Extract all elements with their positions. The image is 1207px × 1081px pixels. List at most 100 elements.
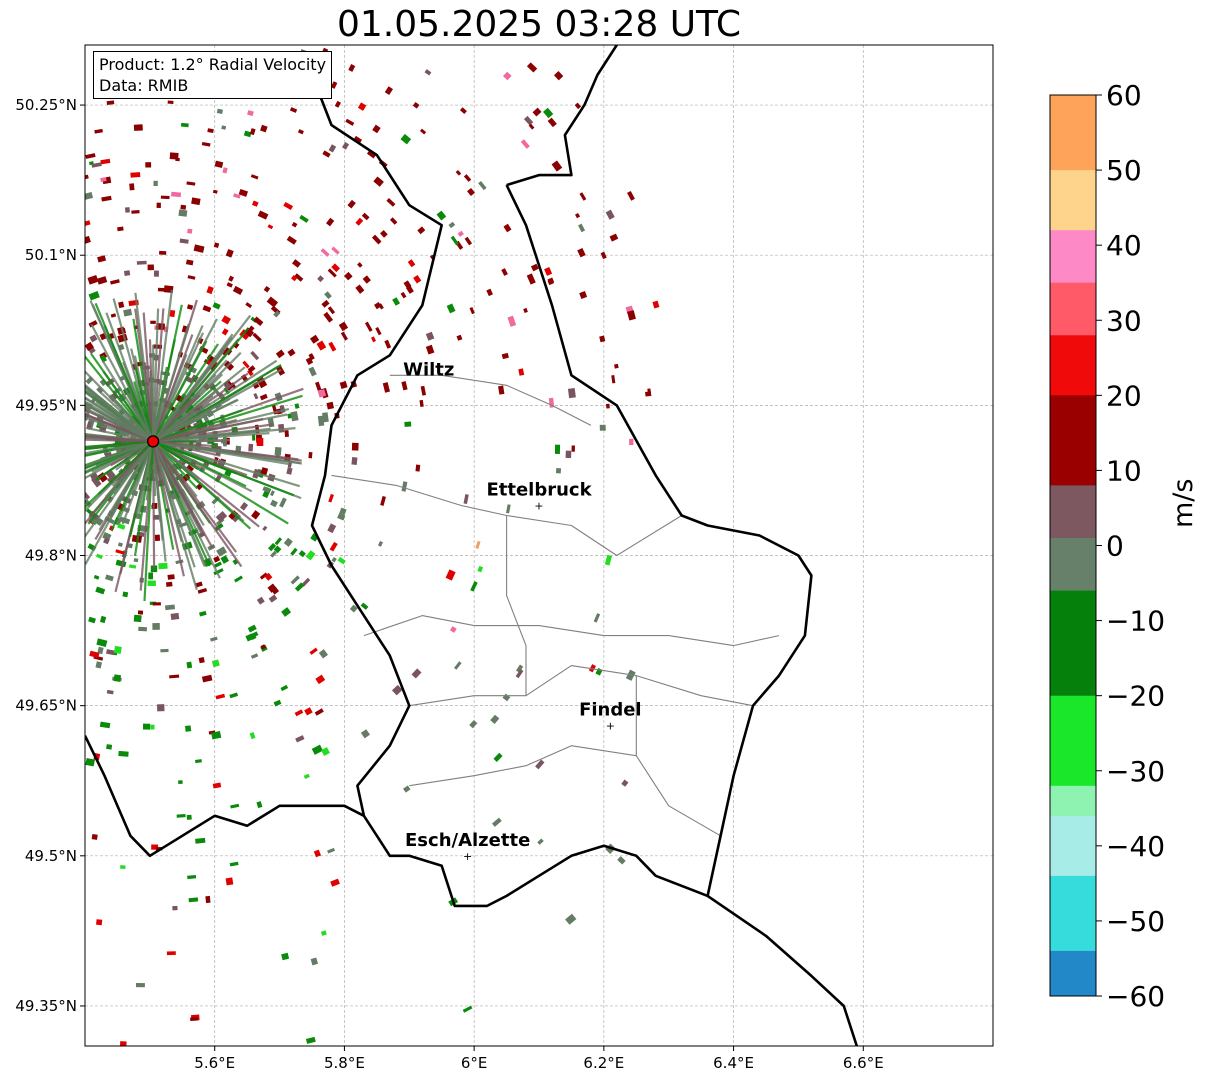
radar-echo-pixel [212, 302, 221, 310]
radar-echo-spoke [152, 441, 172, 502]
radar-echo-pixel [186, 181, 196, 186]
radar-echo-pixel [187, 875, 197, 880]
radar-echo-pixel [286, 467, 293, 475]
radar-echo-spoke [152, 334, 194, 442]
city-labels: Wiltz+Ettelbruck+Findel+Esch/Alzette [403, 359, 642, 862]
colorbar-tick-label: 0 [1106, 530, 1124, 563]
radar-echo-pixel [167, 574, 175, 580]
radar-echo-pixel [117, 226, 124, 232]
radar-echo-spoke [90, 323, 155, 442]
radar-echo-pixel [85, 153, 96, 159]
radar-echo-spoke [85, 440, 154, 539]
radar-echo-pixel [317, 415, 325, 427]
radar-echo-spoke [152, 440, 214, 550]
radar-echo-spoke [152, 440, 238, 553]
radar-echo-pixel [97, 255, 107, 263]
x-tick-label: 5.6°E [194, 1054, 235, 1072]
radar-echo-pixel [401, 481, 408, 492]
radar-echo-pixel [516, 664, 524, 673]
radar-echo-pixel [187, 228, 193, 234]
radar-echo-pixel [523, 115, 534, 126]
radar-echo-pixel [417, 226, 426, 235]
radar-echo-pixel [178, 780, 183, 785]
radar-echo-spoke [152, 441, 185, 577]
radar-echo-pixel [301, 577, 311, 587]
city-marker: + [534, 499, 543, 512]
radar-echo-spoke [152, 418, 238, 443]
radar-echo-pixel [213, 561, 222, 568]
y-tick-label: 49.65°N [15, 697, 77, 715]
radar-echo-pixel [215, 511, 228, 523]
radar-echo-pixel [574, 102, 582, 110]
radar-echo-pixel [253, 393, 259, 400]
radar-echo-pixel [195, 759, 202, 764]
radar-echo-pixel [99, 378, 107, 387]
radar-echo-pixel [389, 217, 398, 225]
colorbar-band [1050, 590, 1096, 697]
radar-echo-spoke [152, 410, 210, 443]
radar-echo-pixel [314, 708, 324, 716]
colorbar-band [1050, 695, 1096, 787]
radar-echo-pixel [403, 785, 411, 793]
radar-echo-pixel [211, 659, 220, 668]
city-label: Esch/Alzette [405, 830, 530, 851]
radar-echo-pixel [123, 308, 133, 317]
radar-echo-pixel [328, 341, 337, 352]
radar-echo-pixel [331, 557, 337, 563]
radar-echo-pixel [291, 274, 298, 282]
radar-echo-pixel [167, 100, 174, 104]
radar-echo-pixel [267, 224, 274, 230]
radar-echo-pixel [275, 349, 285, 359]
radar-echo-pixel [523, 307, 528, 314]
city-label: Wiltz [403, 359, 454, 380]
radar-echo-pixel [270, 550, 277, 558]
radar-echo-pixel [599, 335, 606, 343]
radar-echo-spoke [85, 440, 154, 509]
radar-echo-pixel [281, 952, 290, 961]
radar-echo-pixel [267, 583, 277, 593]
radar-echo-pixel [133, 614, 142, 623]
radar-echo-pixel [347, 199, 356, 209]
radar-echo-pixel [284, 430, 289, 438]
radar-echo-pixel [239, 502, 249, 511]
radar-echo-pixel [530, 263, 539, 272]
radar-echo-pixel [213, 242, 220, 248]
radar-echo-pixel [328, 493, 334, 503]
radar-echo-pixel [555, 468, 562, 474]
radar-echo-pixel [295, 735, 305, 743]
radar-echo-pixel [234, 575, 243, 583]
radar-echo-pixel [578, 223, 586, 233]
radar-echo-pixel [463, 174, 472, 182]
radar-echo-pixel [186, 304, 194, 310]
radar-echo-pixel [413, 274, 422, 284]
radar-echo-pixel [324, 291, 332, 300]
radar-echo-pixel [191, 197, 201, 206]
radar-echo-pixel [206, 285, 214, 295]
y-axis-ticks: 50.25°N 50.1°N 49.95°N 49.8°N 49.65°N 49.5°N 4… [15, 96, 85, 1015]
radar-echo-pixel [88, 616, 96, 624]
radar-echo-pixel [310, 957, 318, 966]
radar-echo-pixel [415, 464, 421, 472]
radar-echo-pixel [85, 341, 94, 352]
radar-echo-pixel [457, 230, 464, 237]
radar-echo-spoke [152, 340, 208, 442]
radar-echo-pixel [353, 135, 363, 144]
radar-echo-pixel [371, 234, 382, 245]
radar-echo-pixel [159, 250, 167, 255]
radar-echo-pixel [493, 752, 503, 762]
radar-echo-pixel [344, 271, 353, 281]
radar-echo-pixel [419, 128, 427, 135]
radar-echo-pixel [627, 190, 635, 201]
radar-echo-pixel [225, 877, 234, 886]
radar-echo-spoke [85, 383, 154, 443]
radar-echo-pixel [498, 385, 505, 395]
radar-echo-pixel [229, 692, 239, 699]
radar-echo-pixel [614, 363, 619, 369]
radar-echo-pixel [106, 649, 115, 656]
x-tick-label: 6°E [461, 1054, 488, 1072]
radar-echo-pixel [216, 108, 223, 114]
radar-echo-pixel [238, 188, 248, 197]
radar-echo-pixel [377, 540, 383, 547]
radar-echo-pixel [537, 838, 544, 845]
radar-echo-pixel [339, 507, 347, 516]
